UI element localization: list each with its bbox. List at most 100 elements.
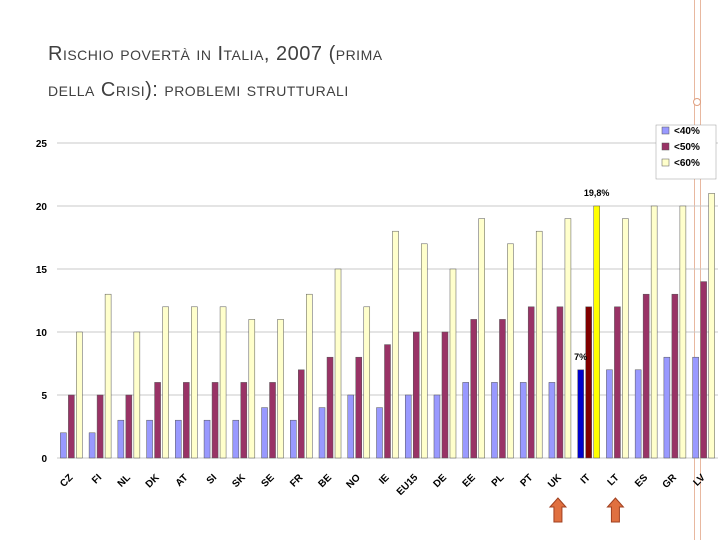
x-tick-label: NO [344, 472, 363, 491]
bar [577, 369, 584, 459]
bar [634, 369, 642, 459]
x-tick-label: LV [691, 472, 708, 489]
x-tick-label: CZ [58, 472, 75, 489]
bar [277, 319, 284, 459]
bar [76, 331, 83, 459]
x-tick-label: UK [546, 472, 565, 491]
bar [154, 382, 161, 459]
bar [470, 319, 477, 459]
bar [679, 205, 687, 459]
bar [692, 356, 699, 459]
bar [412, 331, 420, 459]
bar [96, 394, 104, 459]
bar [298, 369, 305, 459]
x-tick-label: SE [259, 472, 276, 489]
bar [420, 243, 428, 459]
bar [290, 419, 297, 459]
bar [392, 230, 399, 459]
x-tick-label: EE [461, 472, 478, 489]
bar [117, 419, 125, 459]
bar [708, 193, 715, 459]
bar [593, 205, 600, 459]
slide-title: Rischio povertà in Italia, 2007 (prima d… [48, 36, 608, 108]
bar [104, 293, 112, 459]
bar [88, 432, 96, 459]
bar [211, 382, 219, 459]
y-tick-label: 0 [41, 454, 47, 465]
bar [478, 218, 485, 459]
bar [363, 306, 371, 459]
chart-annotations: 19,8% 7% [574, 188, 609, 362]
slide-title-line1: Rischio povertà in Italia, 2007 (prima [48, 43, 383, 65]
bar [700, 281, 707, 459]
bar [404, 394, 412, 459]
bar [306, 293, 313, 459]
bar [240, 382, 248, 459]
bar [433, 394, 441, 459]
legend-swatch [661, 158, 670, 167]
bar [519, 382, 527, 459]
x-tick-label: LT [606, 472, 622, 488]
x-tick-label: ES [633, 472, 650, 489]
bar [203, 419, 211, 459]
x-tick-label: BE [317, 472, 335, 490]
x-tick-label: IT [579, 472, 593, 486]
bar [585, 306, 592, 459]
x-tick-label: PT [519, 472, 536, 489]
x-tick-label: PL [490, 472, 507, 489]
bar [507, 243, 514, 459]
bar [355, 356, 363, 459]
bar [441, 331, 449, 459]
x-tick-label: GR [661, 472, 680, 491]
chart-legend: <40% <50% <60% [655, 124, 717, 180]
bar [125, 394, 133, 459]
bar [232, 419, 240, 459]
bar [384, 344, 391, 459]
chart-bars [60, 193, 715, 459]
x-axis-categories: CZ FI NL DK AT SI SK SE FR BE NO IE EU15 DE EE PL PT UK IT… [58, 472, 708, 498]
bar [261, 407, 268, 459]
up-arrow-icon [606, 497, 625, 523]
bar [326, 356, 334, 459]
legend-label: <50% [674, 142, 700, 153]
legend-label: <40% [674, 126, 700, 137]
bar [622, 218, 629, 459]
bar [376, 407, 383, 459]
data-label: 19,8% [584, 188, 610, 198]
x-tick-label: FI [90, 472, 104, 486]
bar [499, 319, 506, 459]
y-tick-label: 25 [36, 139, 48, 150]
bar [564, 218, 572, 459]
legend-swatch [661, 142, 670, 151]
y-tick-label: 10 [36, 328, 48, 339]
frame-line-left [694, 0, 695, 540]
x-tick-label: DE [431, 472, 449, 490]
x-tick-label: SI [205, 472, 220, 487]
x-tick-label: FR [288, 472, 306, 490]
x-tick-label: IE [377, 472, 392, 487]
bar [133, 331, 141, 459]
bar [162, 306, 169, 459]
bar [248, 319, 256, 459]
bar [219, 306, 227, 459]
data-label: 7% [574, 352, 587, 362]
y-axis-ticks: 0 5 10 15 20 25 [36, 139, 48, 465]
bar [614, 306, 621, 459]
bar [671, 293, 679, 459]
up-arrow-icon [548, 497, 568, 523]
bar [556, 306, 564, 459]
bar [650, 205, 658, 459]
bar [146, 419, 153, 459]
bar [449, 268, 457, 459]
x-tick-label: NL [116, 472, 133, 489]
x-tick-label: SK [230, 472, 248, 490]
bar [606, 369, 613, 459]
y-tick-label: 15 [36, 265, 48, 276]
bar [663, 356, 671, 459]
slide-title-line2: della Crisi): problemi strutturali [48, 79, 349, 101]
bar [191, 306, 198, 459]
chart-arrows [548, 497, 625, 523]
legend-label: <60% [674, 158, 700, 169]
bar [60, 432, 67, 459]
